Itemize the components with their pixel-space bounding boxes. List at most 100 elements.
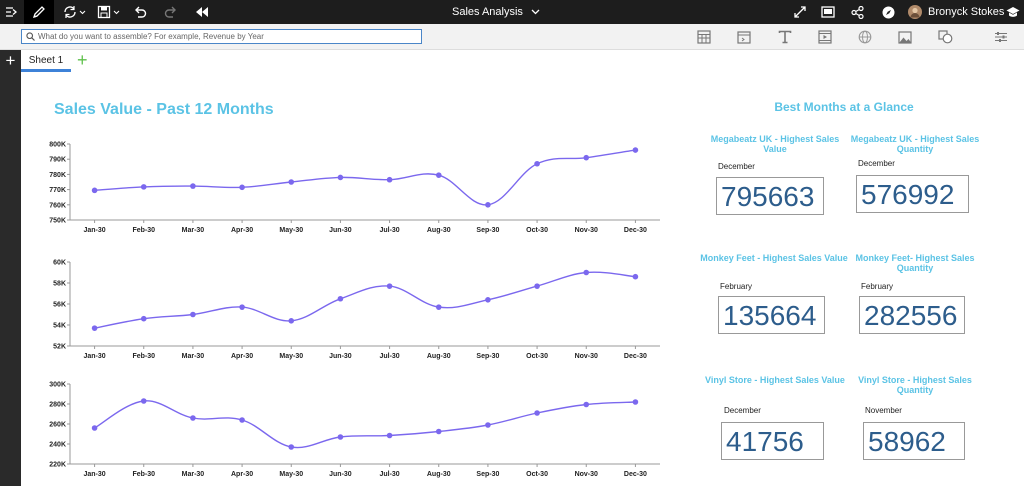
data-point[interactable]	[91, 325, 98, 331]
data-point[interactable]	[435, 172, 442, 178]
table-icon[interactable]	[696, 28, 712, 46]
kpi-value: 135664	[718, 296, 825, 334]
chart-sales-value-3[interactable]: 220K 240K 260K 280K 300K Jan-30 Feb-30 Mar-30 Ap…	[30, 374, 670, 484]
data-point[interactable]	[140, 315, 147, 322]
data-point[interactable]	[239, 304, 245, 310]
series-line	[94, 149, 636, 206]
fullscreen-icon[interactable]	[790, 0, 810, 24]
series-line	[94, 271, 636, 329]
learn-icon[interactable]	[1004, 0, 1022, 24]
kpi-card[interactable]: Megabeatz UK - Highest Sales Value	[700, 134, 850, 154]
kpi-card[interactable]: Monkey Feet - Highest Sales Value	[699, 253, 849, 263]
kpi-month: November	[865, 406, 902, 415]
data-point[interactable]	[288, 318, 295, 324]
undo-icon[interactable]	[130, 0, 150, 24]
data-point[interactable]	[190, 311, 196, 318]
data-point[interactable]	[140, 184, 147, 190]
x-tick-label: Jun-30	[329, 471, 352, 478]
pencil-icon[interactable]	[24, 0, 54, 24]
x-tick-label: Jan-30	[83, 353, 105, 360]
line-chart[interactable]: 750K 760K 770K 780K 790K 800K Jan-30 Feb-30 Mar-…	[30, 134, 670, 240]
globe-icon[interactable]	[857, 28, 873, 46]
data-point[interactable]	[239, 184, 245, 191]
kpi-title: Monkey Feet - Highest Sales Value	[700, 253, 848, 263]
data-point[interactable]	[583, 401, 590, 408]
x-tick-label: Aug-30	[427, 227, 451, 234]
save-icon[interactable]	[96, 0, 124, 24]
image-icon[interactable]	[897, 28, 913, 46]
data-point[interactable]	[632, 399, 639, 405]
kpi-card[interactable]: Megabeatz UK - Highest Sales Quantity	[840, 134, 990, 154]
dashboard-title: Sales Value - Past 12 Months	[54, 101, 274, 118]
data-point[interactable]	[386, 432, 393, 439]
kpi-card[interactable]: Monkey Feet- Highest Sales Quantity	[840, 253, 990, 273]
data-point[interactable]	[190, 183, 196, 189]
data-point[interactable]	[337, 174, 344, 181]
x-tick-label: Aug-30	[427, 471, 451, 478]
chart-sales-value-2[interactable]: 52K 54K 56K 58K 60K Jan-30 Feb-30 Mar-30 Apr-30 M…	[30, 252, 670, 366]
data-point[interactable]	[583, 154, 590, 161]
report-title-dropdown[interactable]: Sales Analysis	[452, 0, 540, 24]
data-point[interactable]	[534, 283, 540, 289]
line-chart[interactable]: 220K 240K 260K 280K 300K Jan-30 Feb-30 Mar-30 Ap…	[30, 374, 670, 484]
y-tick-label: 220K	[49, 462, 66, 469]
rewind-icon[interactable]	[192, 0, 212, 24]
kpi-card[interactable]: Vinyl Store - Highest Sales Quantity	[840, 375, 990, 395]
data-point[interactable]	[91, 187, 98, 194]
panel-toggle-icon[interactable]	[0, 0, 22, 24]
tab-sheet-1[interactable]: Sheet 1	[21, 50, 71, 72]
y-tick-label: 56K	[53, 302, 66, 309]
redo-icon[interactable]	[161, 0, 181, 24]
y-tick-label: 60K	[53, 260, 66, 267]
data-point[interactable]	[288, 179, 295, 185]
data-point[interactable]	[386, 176, 393, 183]
data-point[interactable]	[91, 425, 98, 431]
x-tick-label: Jun-30	[329, 353, 352, 360]
refresh-icon[interactable]	[60, 0, 88, 24]
line-chart[interactable]: 52K 54K 56K 58K 60K Jan-30 Feb-30 Mar-30 Apr-30 M…	[30, 252, 670, 366]
data-point[interactable]	[337, 434, 344, 440]
chart-sales-value-1[interactable]: 750K 760K 770K 780K 790K 800K Jan-30 Feb-30 Mar-…	[30, 134, 670, 240]
kpi-title: Vinyl Store - Highest Sales Quantity	[858, 375, 972, 395]
share-icon[interactable]	[847, 0, 867, 24]
text-icon[interactable]	[777, 28, 793, 46]
kpi-title: Megabeatz UK - Highest Sales Value	[710, 134, 840, 154]
data-point[interactable]	[485, 202, 491, 208]
add-data-icon[interactable]: +	[5, 51, 16, 70]
data-point[interactable]	[239, 417, 245, 423]
media-icon[interactable]	[817, 28, 833, 46]
data-point[interactable]	[485, 422, 491, 428]
kpi-month: December	[724, 406, 761, 415]
data-point[interactable]	[140, 398, 147, 404]
data-point[interactable]	[386, 283, 393, 289]
avatar[interactable]	[906, 0, 924, 24]
data-point[interactable]	[435, 304, 442, 310]
kpi-card[interactable]: Vinyl Store - Highest Sales Value	[700, 375, 850, 385]
compass-icon[interactable]	[878, 0, 898, 24]
data-point[interactable]	[485, 297, 491, 303]
data-point[interactable]	[632, 273, 639, 280]
data-point[interactable]	[583, 269, 590, 276]
web-icon[interactable]	[736, 28, 752, 46]
x-tick-label: Nov-30	[575, 471, 598, 478]
search-input[interactable]	[38, 30, 418, 43]
x-tick-label: Jul-30	[379, 471, 399, 478]
properties-icon[interactable]	[993, 28, 1009, 46]
data-point[interactable]	[632, 147, 639, 153]
data-point[interactable]	[337, 295, 344, 302]
y-tick-label: 260K	[49, 422, 66, 429]
present-icon[interactable]	[818, 0, 838, 24]
data-point[interactable]	[534, 160, 540, 167]
data-point[interactable]	[288, 444, 295, 450]
x-tick-label: Oct-30	[526, 353, 548, 360]
x-tick-label: Sep-30	[476, 353, 499, 360]
shapes-icon[interactable]	[937, 28, 953, 46]
series-line	[94, 400, 636, 449]
add-sheet-icon[interactable]: +	[77, 50, 88, 70]
data-point[interactable]	[534, 410, 540, 416]
chevron-down-icon	[531, 6, 540, 18]
x-tick-label: Nov-30	[575, 227, 598, 234]
data-point[interactable]	[435, 428, 442, 435]
user-name[interactable]: Bronyck Stokes	[928, 6, 1005, 18]
data-point[interactable]	[190, 415, 196, 421]
